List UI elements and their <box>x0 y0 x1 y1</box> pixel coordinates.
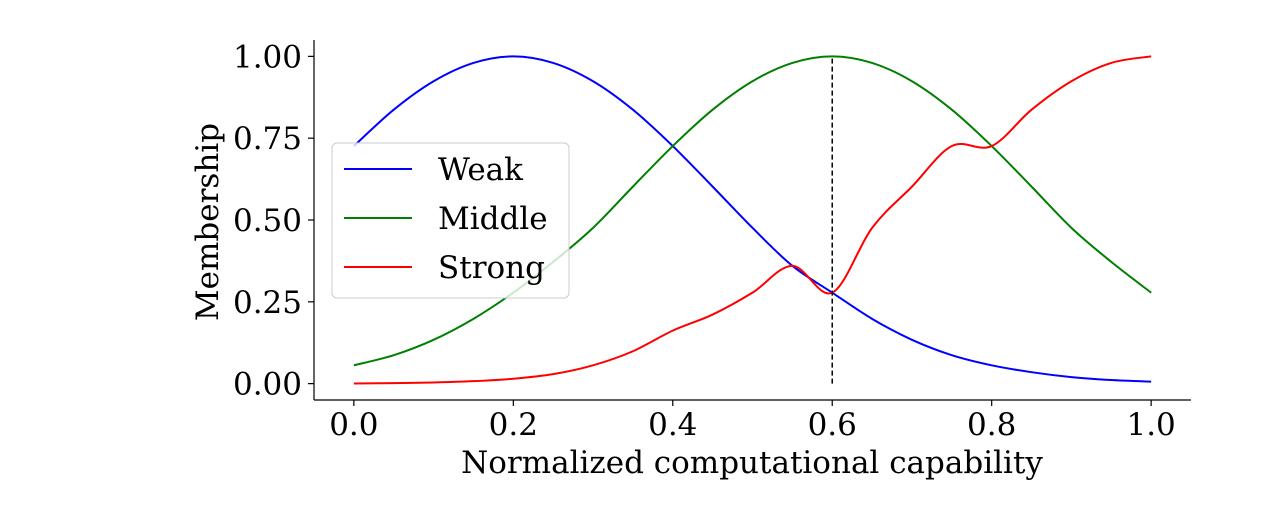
y-tick-label: 1.00 <box>233 39 302 75</box>
series-line-strong <box>353 55 1152 385</box>
x-tick-label: 1.0 <box>1126 407 1175 443</box>
legend-label-strong: Strong <box>438 250 545 286</box>
y-tick-label: 0.25 <box>233 285 302 321</box>
y-tick-label: 0.50 <box>233 203 302 239</box>
x-tick-label: 0.2 <box>489 407 538 443</box>
y-tick-label: 0.00 <box>233 367 302 403</box>
legend: Weak Middle Strong <box>331 142 570 299</box>
x-tick-label: 0.4 <box>648 407 697 443</box>
legend-box <box>331 142 570 299</box>
legend-label-middle: Middle <box>438 201 548 237</box>
series-line-middle <box>353 55 1152 367</box>
x-tick-label: 0.6 <box>808 407 857 443</box>
series-line-weak <box>353 55 1152 383</box>
x-tick-label: 0.0 <box>329 407 378 443</box>
axes: 0.0 0.2 0.4 0.6 0.8 1.0 0.00 0.25 0.50 0.75 1.00 <box>233 39 1191 443</box>
series-layer <box>353 55 1152 385</box>
legend-label-weak: Weak <box>438 152 523 188</box>
y-axis-label: Membership <box>190 123 226 321</box>
x-axis-label: Normalized computational capability <box>461 445 1043 481</box>
y-tick-label: 0.75 <box>233 121 302 157</box>
x-tick-label: 0.8 <box>967 407 1016 443</box>
